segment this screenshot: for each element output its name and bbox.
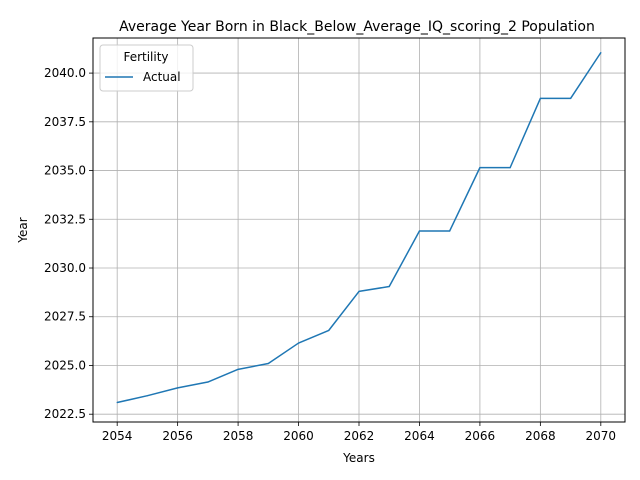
data-point bbox=[297, 342, 300, 344]
y-tick-label: 2030.0 bbox=[44, 261, 86, 275]
x-tick-label: 2060 bbox=[283, 429, 314, 443]
data-point bbox=[418, 230, 421, 232]
y-tick-label: 2032.5 bbox=[44, 212, 86, 226]
x-tick-label: 2056 bbox=[162, 429, 193, 443]
data-point bbox=[569, 97, 572, 100]
data-point bbox=[328, 329, 330, 331]
grid-lines bbox=[93, 38, 625, 422]
y-tick-label: 2027.5 bbox=[44, 310, 86, 324]
data-point bbox=[509, 167, 511, 169]
y-tick-label: 2037.5 bbox=[44, 115, 86, 129]
x-tick-label: 2068 bbox=[525, 429, 556, 443]
y-tick-label: 2022.5 bbox=[44, 407, 86, 421]
data-point bbox=[116, 401, 118, 404]
data-point bbox=[146, 395, 149, 397]
data-point bbox=[237, 368, 239, 370]
y-tick-label: 2035.0 bbox=[44, 164, 86, 178]
series-layer bbox=[116, 52, 602, 404]
x-tick-label: 2070 bbox=[586, 429, 617, 443]
y-tick-label: 2025.0 bbox=[44, 358, 86, 372]
data-point bbox=[600, 52, 602, 54]
legend: Fertility Actual bbox=[99, 44, 194, 92]
y-tick-label: 2040.0 bbox=[44, 66, 86, 80]
y-axis-ticks: 2022.5 2025.0 2027.5 2030.0 2032.5 2035.0 2037… bbox=[44, 66, 93, 421]
data-point bbox=[358, 290, 360, 293]
data-point bbox=[207, 381, 209, 383]
x-tick-label: 2058 bbox=[223, 429, 254, 443]
data-point bbox=[539, 97, 541, 100]
chart-title: Average Year Born in Black_Below_Average… bbox=[119, 19, 595, 35]
x-tick-label: 2066 bbox=[465, 429, 496, 443]
data-point bbox=[177, 387, 179, 389]
data-point bbox=[479, 167, 481, 169]
x-tick-label: 2064 bbox=[404, 429, 435, 443]
legend-box bbox=[99, 44, 194, 92]
data-point bbox=[388, 285, 390, 288]
x-axis-ticks: 2054 2056 2058 2060 2062 2064 2066 2068 2070 bbox=[102, 422, 616, 443]
legend-label-actual: Actual bbox=[143, 70, 181, 84]
x-axis-label: Years bbox=[342, 451, 375, 465]
x-tick-label: 2062 bbox=[344, 429, 375, 443]
legend-title: Fertility bbox=[123, 50, 168, 64]
y-axis-label: Year bbox=[16, 217, 30, 243]
data-point bbox=[449, 230, 451, 232]
data-point bbox=[267, 362, 269, 365]
x-tick-label: 2054 bbox=[102, 429, 133, 443]
